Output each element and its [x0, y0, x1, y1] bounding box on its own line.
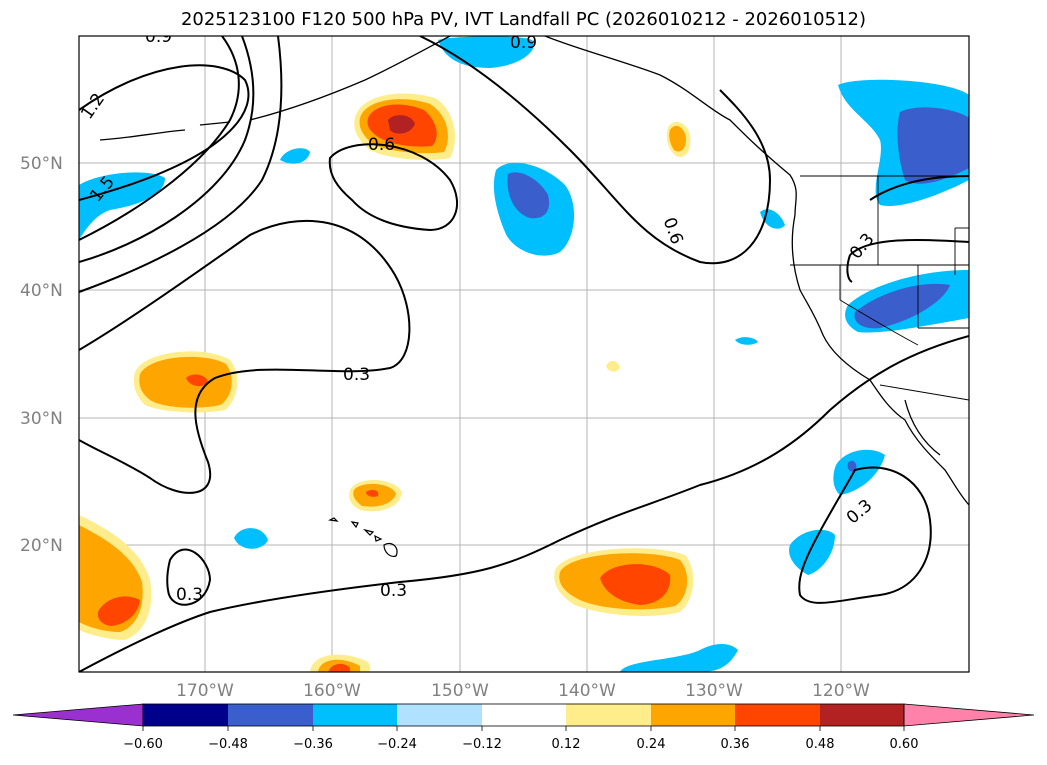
contour-label-0.3-southwest: 0.3	[176, 585, 203, 605]
pv-contours	[79, 36, 969, 672]
lon-label-160w: 160°W	[303, 681, 361, 701]
positive-anomaly-areas	[79, 93, 694, 672]
colorbar-bin-1	[143, 704, 228, 726]
political-borders	[790, 175, 969, 401]
lat-label-20n: 20°N	[20, 536, 63, 556]
colorbar-bin-7	[651, 704, 735, 726]
colorbar-tick-0.12: 0.12	[552, 737, 581, 752]
colorbar-tick-0.48: 0.48	[806, 737, 835, 752]
colorbar-tick-0.60: 0.60	[890, 737, 919, 752]
colorbar-tick-neg-0.12: −0.12	[462, 737, 502, 752]
colorbar-extend-low	[12, 703, 144, 727]
contour-label-0.6-north: 0.6	[368, 135, 395, 155]
colorbar-bin-4	[397, 704, 482, 726]
colorbar-tick-0.36: 0.36	[721, 737, 750, 752]
colorbar-tick-neg-0.36: −0.36	[293, 737, 333, 752]
latitude-labels: 50°N 40°N 30°N 20°N	[20, 154, 63, 556]
colorbar: −0.60 −0.48 −0.36 −0.24 −0.12 0.12 0.24 …	[12, 703, 1035, 752]
lat-label-50n: 50°N	[20, 154, 63, 174]
colorbar-bin-2	[228, 704, 313, 726]
map-frame	[78, 35, 970, 673]
contour-label-0.9-west: 0.9	[145, 27, 172, 47]
colorbar-bin-9	[820, 704, 904, 726]
contour-label-0.3-central: 0.3	[343, 365, 370, 385]
colorbar-tick-neg-0.60: −0.60	[123, 737, 163, 752]
lon-label-130w: 130°W	[685, 681, 743, 701]
colorbar-tick-neg-0.24: −0.24	[377, 737, 417, 752]
negative-anomaly-areas	[79, 36, 969, 672]
colorbar-bin-6	[566, 704, 651, 726]
colorbar-bin-5	[482, 704, 566, 726]
lat-label-40n: 40°N	[20, 281, 63, 301]
colorbar-tick-0.24: 0.24	[637, 737, 666, 752]
lon-label-150w: 150°W	[431, 681, 489, 701]
colorbar-extend-high	[903, 703, 1035, 727]
lon-label-170w: 170°W	[176, 681, 234, 701]
lon-label-120w: 120°W	[812, 681, 870, 701]
lon-label-140w: 140°W	[558, 681, 616, 701]
contour-label-0.9-north: 0.9	[510, 33, 537, 53]
lat-label-30n: 30°N	[20, 409, 63, 429]
hawaii-islands	[328, 517, 398, 557]
map-title: 2025123100 F120 500 hPa PV, IVT Landfall…	[180, 9, 867, 30]
colorbar-tick-neg-0.48: −0.48	[208, 737, 248, 752]
contour-label-0.3-south: 0.3	[380, 581, 407, 601]
colorbar-bin-3	[313, 704, 397, 726]
colorbar-bin-8	[735, 704, 820, 726]
longitude-labels: 170°W 160°W 150°W 140°W 130°W 120°W	[176, 681, 870, 701]
